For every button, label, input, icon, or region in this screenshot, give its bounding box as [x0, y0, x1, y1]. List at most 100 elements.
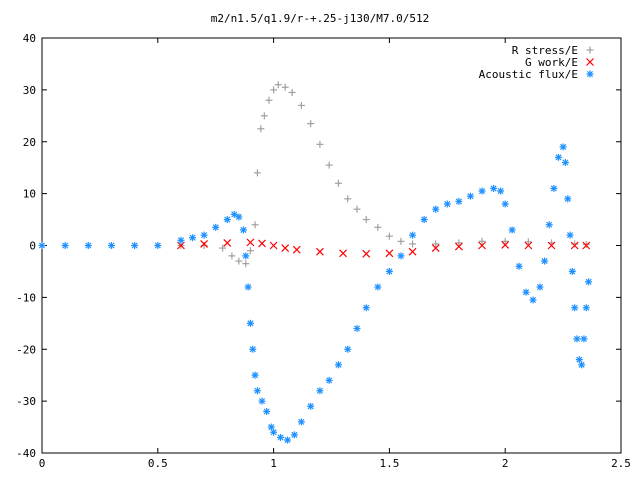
data-point [582, 304, 590, 312]
data-point [154, 242, 162, 249]
data-point [568, 267, 576, 275]
series-3 [38, 143, 593, 444]
data-point [522, 288, 530, 296]
y-tick-label: 10 [23, 188, 36, 201]
data-point [316, 140, 324, 148]
legend-label: Acoustic flux/E [479, 68, 578, 81]
data-point [242, 260, 250, 268]
data-point [554, 153, 562, 161]
data-point [515, 262, 523, 270]
data-point [235, 257, 243, 265]
data-point [269, 241, 278, 250]
data-point [258, 239, 266, 248]
data-point [253, 169, 261, 177]
data-point [454, 242, 463, 251]
data-point [353, 205, 361, 213]
data-point [235, 213, 243, 221]
data-marks [38, 81, 593, 444]
data-point [374, 283, 382, 291]
data-point [334, 361, 342, 369]
data-point [223, 238, 232, 247]
data-point [432, 205, 440, 213]
data-point [547, 241, 556, 250]
legend-marker [586, 58, 594, 66]
data-point [580, 335, 588, 343]
data-point [251, 371, 259, 379]
data-point [189, 234, 197, 242]
data-point [385, 267, 393, 275]
y-tick-label: -40 [16, 447, 36, 460]
data-point [290, 431, 298, 439]
data-point [274, 81, 282, 89]
legend-entry: G work/E [525, 56, 594, 69]
data-point [270, 86, 278, 94]
data-point [570, 241, 579, 250]
data-point [315, 247, 324, 256]
data-point [253, 387, 261, 395]
data-point [385, 232, 393, 240]
data-point [578, 361, 586, 369]
y-tick-label: 0 [29, 240, 36, 253]
data-point [478, 237, 486, 245]
data-point [455, 239, 463, 247]
y-tick-label: -20 [16, 343, 36, 356]
data-point [397, 237, 405, 245]
data-point [263, 408, 271, 415]
data-point [408, 247, 417, 256]
data-point [200, 242, 208, 249]
data-point [61, 242, 69, 249]
data-point [501, 200, 509, 208]
data-point [573, 335, 581, 343]
data-point [251, 221, 259, 229]
legend-label: R stress/E [512, 44, 578, 57]
axis-ticks: 0 0.5 1 1.5 2 2.5 40 30 20 10 0 -10 -20 -30 -40 [16, 32, 631, 470]
data-point [131, 242, 139, 249]
data-point [508, 226, 516, 234]
data-point [277, 433, 285, 441]
data-point [353, 325, 361, 332]
data-point [230, 210, 238, 218]
data-point [334, 179, 342, 187]
data-point [541, 257, 549, 265]
data-point [38, 242, 46, 249]
data-point [536, 283, 544, 291]
data-point [566, 231, 574, 239]
data-point [239, 226, 247, 234]
y-tick-label: -10 [16, 291, 36, 304]
data-point [559, 143, 567, 151]
data-point [571, 304, 579, 312]
data-point [246, 319, 254, 327]
chart-title: m2/n1.5/q1.9/r-+.25-j130/M7.0/512 [211, 12, 430, 25]
data-point [316, 387, 324, 395]
data-point [244, 283, 252, 291]
legend-marker [586, 70, 594, 78]
y-tick-label: 30 [23, 84, 36, 97]
data-point [582, 241, 591, 250]
data-point [281, 83, 289, 91]
data-point [281, 244, 290, 253]
x-tick-label: 0 [39, 457, 46, 470]
data-point [297, 418, 305, 426]
data-point [362, 216, 370, 224]
data-point [307, 120, 315, 128]
data-point [501, 241, 510, 249]
data-point [550, 184, 558, 192]
data-point [409, 240, 417, 248]
data-point [270, 428, 278, 436]
data-point [249, 345, 257, 353]
data-point [362, 304, 370, 312]
data-point [362, 249, 371, 258]
data-point [344, 345, 352, 353]
data-point [242, 252, 250, 260]
data-point [344, 195, 352, 203]
data-point [246, 238, 255, 247]
data-point [431, 244, 440, 253]
x-tick-label: 2 [502, 457, 509, 470]
y-tick-label: -30 [16, 395, 36, 408]
data-point [466, 192, 474, 200]
data-point [564, 195, 572, 203]
data-point [246, 247, 254, 255]
data-point [501, 237, 509, 245]
